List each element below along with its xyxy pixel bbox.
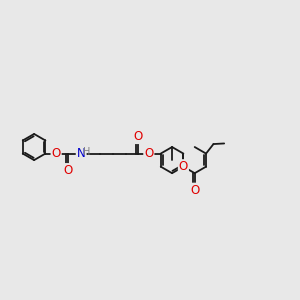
Text: N: N [77,147,85,160]
Text: O: O [144,147,154,160]
Text: O: O [179,160,188,173]
Text: O: O [52,147,61,160]
Text: O: O [190,184,199,196]
Text: H: H [83,147,90,157]
Text: O: O [63,164,73,177]
Text: O: O [133,130,142,143]
